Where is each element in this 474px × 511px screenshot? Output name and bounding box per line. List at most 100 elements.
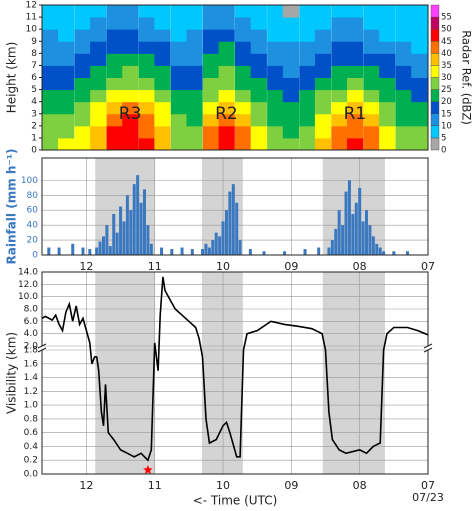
heat-cell [411, 65, 428, 78]
heat-cell [74, 65, 91, 78]
heat-cell [267, 41, 284, 54]
heat-cell [74, 5, 91, 18]
heat-cell [250, 113, 267, 127]
heat-cell [331, 41, 348, 54]
heat-cell [395, 137, 412, 151]
heat-cell [74, 41, 91, 54]
heat-cell [250, 125, 267, 139]
heat-cell [202, 53, 220, 66]
heat-cell [170, 137, 187, 151]
heat-cell [218, 89, 235, 103]
rain-bar [108, 246, 112, 255]
y-tick-label: 6.0 [24, 317, 39, 327]
heat-cell [58, 113, 75, 127]
break-mark [423, 343, 433, 349]
heat-cell [218, 137, 235, 151]
heat-cell [250, 29, 267, 42]
y-axis-label: Visibility (km) [5, 332, 19, 414]
heat-cell [363, 137, 380, 151]
heat-cell [106, 101, 123, 115]
y-tick-label: 1.4 [24, 373, 39, 383]
heat-cell [90, 89, 107, 103]
y-tick-label: 10.0 [18, 292, 38, 302]
heat-cell [395, 101, 412, 115]
axis-break [424, 346, 432, 350]
heat-cell [282, 137, 300, 151]
heat-cell [122, 125, 139, 139]
heat-cell [395, 17, 412, 30]
heat-cell [395, 77, 412, 91]
heat-cell [74, 89, 91, 103]
axis-break [38, 346, 46, 350]
heat-cell [282, 41, 300, 54]
heat-cell [186, 125, 203, 139]
y-tick-label: 0.0 [24, 470, 39, 480]
heat-cell [122, 137, 139, 151]
heat-cell [58, 65, 75, 78]
heat-cell [106, 53, 123, 66]
heat-cell [90, 53, 107, 66]
heat-cell [90, 101, 107, 115]
heat-cell [299, 137, 316, 151]
heat-cell [379, 41, 396, 54]
heat-cell [154, 101, 171, 115]
heat-cell [42, 41, 59, 54]
y-tick-label: 4 [31, 97, 37, 107]
rain-bar [146, 225, 150, 255]
heat-cell [379, 113, 396, 127]
heat-cell [170, 41, 187, 54]
x-tick-label: 12 [79, 260, 93, 273]
heat-cell [138, 113, 155, 127]
rain-bar [354, 202, 358, 255]
heat-cell [122, 53, 139, 66]
heat-cell [154, 29, 171, 42]
heat-cell [42, 125, 59, 139]
heat-cell [379, 89, 396, 103]
heat-cell [235, 89, 252, 103]
y-tick-label: 8.0 [24, 305, 39, 315]
heat-cell [282, 125, 300, 139]
rain-bar [112, 213, 116, 255]
heat-cell [299, 29, 316, 42]
rain-bar [81, 247, 85, 255]
x-tick-label: 11 [148, 260, 162, 273]
heat-cell [347, 17, 364, 30]
heat-cell [379, 53, 396, 66]
heat-cell [186, 29, 203, 42]
heat-cell [299, 5, 316, 18]
rain-bar [218, 236, 222, 255]
rain-bar [57, 247, 61, 255]
heat-cell [90, 29, 107, 42]
rain-bar [228, 191, 232, 255]
heat-cell [186, 41, 203, 54]
heat-cell [282, 113, 300, 127]
heat-cell [395, 5, 412, 18]
heat-cell [314, 89, 332, 103]
heat-cell [379, 125, 396, 139]
date-label: 07/23 [412, 491, 444, 504]
heat-cell [154, 77, 171, 91]
heat-cell [154, 41, 171, 54]
colorbar-swatch [430, 41, 440, 54]
heat-cell [282, 29, 300, 42]
heat-cell [267, 29, 284, 42]
heat-cell [138, 41, 155, 54]
heat-cell [186, 17, 203, 30]
heat-cell [379, 65, 396, 78]
y-axis-label: Height (km) [5, 42, 19, 113]
rain-bar [238, 240, 242, 255]
heat-cell [42, 53, 59, 66]
heat-cell [331, 5, 348, 18]
heat-cell [235, 17, 252, 30]
rain-bar [129, 210, 133, 255]
heat-cell [299, 41, 316, 54]
y-tick-label: 20 [27, 236, 39, 246]
heat-cell [379, 101, 396, 115]
rain-bar [88, 249, 92, 255]
region-label: R3 [119, 104, 142, 124]
rain-bar [132, 184, 136, 255]
heat-cell [363, 29, 380, 42]
break-mark [37, 347, 47, 353]
heat-cell [314, 125, 332, 139]
x-tick-label: 08 [353, 260, 367, 273]
